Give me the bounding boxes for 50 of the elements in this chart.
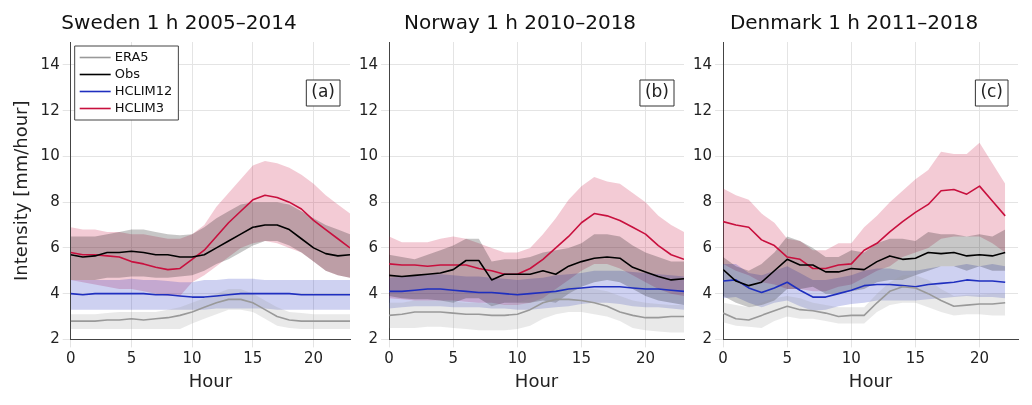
x-tick-label: 5 [782, 349, 792, 368]
y-tick-label: 4 [50, 283, 60, 302]
y-tick-label: 2 [702, 329, 713, 348]
y-tick-label: 8 [50, 192, 60, 211]
y-tick-label: 2 [368, 329, 379, 348]
x-tick-label: 15 [905, 349, 925, 368]
y-axis-title: Intensity [mm/hour] [10, 100, 32, 281]
x-axis-title: Hour [848, 369, 893, 391]
y-tick-label: 10 [40, 146, 60, 165]
x-tick-label: 10 [507, 349, 527, 368]
y-tick-label: 4 [368, 283, 379, 302]
x-tick-label: 0 [65, 349, 76, 368]
x-tick-label: 0 [384, 349, 394, 368]
y-tick-label: 12 [358, 100, 379, 119]
y-tick-label: 6 [50, 237, 60, 256]
y-tick-label: 14 [692, 54, 713, 73]
y-tick-label: 12 [692, 100, 713, 119]
x-tick-label: 20 [969, 349, 990, 368]
y-tick-label: 4 [702, 283, 713, 302]
x-tick-label: 0 [718, 349, 728, 368]
x-tick-label: 20 [635, 349, 656, 368]
y-tick-label: 2 [50, 329, 60, 348]
annotation: (b) [644, 81, 670, 102]
y-tick-label: 14 [40, 54, 60, 73]
legend-label: ERA5 [114, 48, 149, 64]
chart-title: Norway 1 h 2010–2018 [403, 10, 637, 35]
y-tick-label: 10 [692, 146, 713, 165]
annotation: (a) [311, 81, 336, 102]
x-tick-label: 20 [304, 349, 324, 368]
chart-title: Denmark 1 h 2011–2018 [729, 10, 979, 35]
chart-title: Sweden 1 h 2005–2014 [61, 10, 297, 35]
annotation: (c) [980, 81, 1004, 102]
x-axis-title: Hour [514, 369, 559, 391]
x-tick-label: 10 [182, 349, 202, 368]
x-tick-label: 15 [571, 349, 591, 368]
y-tick-label: 8 [368, 192, 379, 211]
x-tick-label: 10 [841, 349, 861, 368]
legend-label: HCLIM3 [114, 99, 165, 115]
x-tick-label: 15 [243, 349, 263, 368]
x-tick-label: 5 [126, 349, 137, 368]
y-tick-label: 6 [702, 237, 713, 256]
legend-label: HCLIM12 [114, 82, 173, 98]
x-tick-label: 5 [448, 349, 458, 368]
y-tick-label: 14 [358, 54, 379, 73]
legend-label: Obs [114, 65, 141, 81]
x-axis-title: Hour [188, 369, 233, 391]
y-tick-label: 8 [702, 192, 713, 211]
y-tick-label: 12 [40, 100, 60, 119]
y-tick-label: 10 [358, 146, 379, 165]
y-tick-label: 6 [368, 237, 379, 256]
